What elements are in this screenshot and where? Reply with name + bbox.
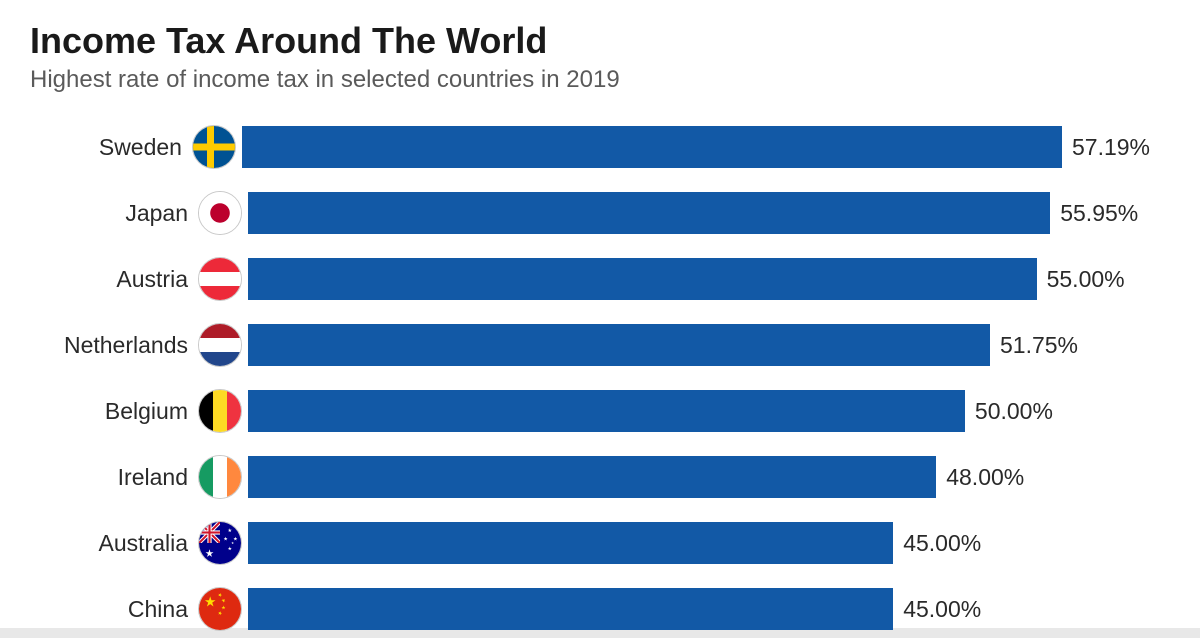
bar	[248, 588, 893, 630]
bar-row: Ireland 48.00%	[50, 448, 1150, 506]
country-label: Netherlands	[50, 332, 198, 359]
bar-value: 57.19%	[1062, 134, 1150, 161]
bar-chart: Sweden 57.19% Japan 55.95% Austria 55.00% Neth…	[30, 118, 1170, 638]
bar-area: 55.95%	[248, 192, 1150, 234]
bar-value: 51.75%	[990, 332, 1078, 359]
bar	[242, 126, 1062, 168]
bar-area: 55.00%	[248, 258, 1150, 300]
bar-area: 45.00%	[248, 522, 1150, 564]
bar-row: Japan 55.95%	[50, 184, 1150, 242]
flag-icon	[198, 323, 242, 367]
bar-row: Australia 45.00%	[50, 514, 1150, 572]
flag-icon	[198, 191, 242, 235]
bar-area: 51.75%	[248, 324, 1150, 366]
chart-card: Income Tax Around The World Highest rate…	[0, 0, 1200, 628]
bar-row: Sweden 57.19%	[50, 118, 1150, 176]
bar-row: China 45.00%	[50, 580, 1150, 638]
country-label: Australia	[50, 530, 198, 557]
bar-area: 48.00%	[248, 456, 1150, 498]
bar-value: 45.00%	[893, 530, 981, 557]
bar-value: 55.95%	[1050, 200, 1138, 227]
chart-title: Income Tax Around The World	[30, 20, 1170, 62]
flag-icon	[192, 125, 236, 169]
flag-icon	[198, 257, 242, 301]
country-label: Austria	[50, 266, 198, 293]
flag-icon	[198, 389, 242, 433]
flag-icon	[198, 587, 242, 631]
bar-value: 48.00%	[936, 464, 1024, 491]
bar-value: 45.00%	[893, 596, 981, 623]
bar-row: Belgium 50.00%	[50, 382, 1150, 440]
flag-icon	[198, 521, 242, 565]
bar-row: Austria 55.00%	[50, 250, 1150, 308]
bar-value: 55.00%	[1037, 266, 1125, 293]
country-label: China	[50, 596, 198, 623]
bar	[248, 456, 936, 498]
bar	[248, 258, 1037, 300]
country-label: Sweden	[50, 134, 192, 161]
bar-area: 45.00%	[248, 588, 1150, 630]
country-label: Japan	[50, 200, 198, 227]
bar	[248, 324, 990, 366]
bar-area: 50.00%	[248, 390, 1150, 432]
flag-icon	[198, 455, 242, 499]
bar	[248, 390, 965, 432]
bar	[248, 522, 893, 564]
bar-area: 57.19%	[242, 126, 1150, 168]
country-label: Ireland	[50, 464, 198, 491]
bar	[248, 192, 1050, 234]
bar-value: 50.00%	[965, 398, 1053, 425]
bar-row: Netherlands 51.75%	[50, 316, 1150, 374]
chart-subtitle: Highest rate of income tax in selected c…	[30, 66, 1170, 94]
country-label: Belgium	[50, 398, 198, 425]
